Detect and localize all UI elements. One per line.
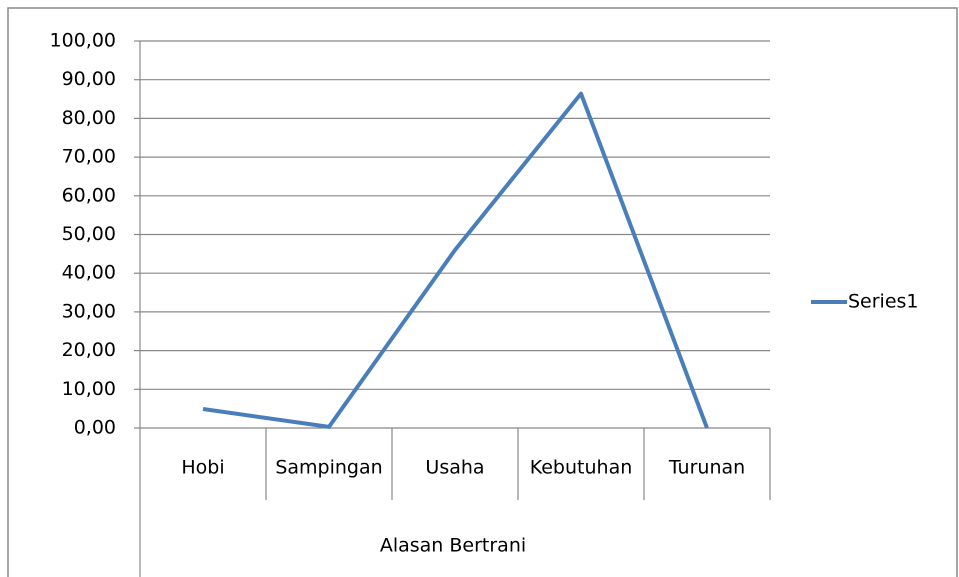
y-tick-label: 40,00 — [62, 262, 116, 284]
x-tick-label: Kebutuhan — [530, 457, 633, 479]
y-tick-label: 0,00 — [74, 417, 116, 439]
y-tick-label: 60,00 — [62, 184, 116, 206]
x-tick-label: Sampingan — [275, 457, 382, 479]
y-tick-label: 50,00 — [62, 223, 116, 245]
series-line — [202, 91, 709, 429]
x-axis-title: Alasan Bertrani — [380, 535, 526, 557]
y-tick-label: 100,00 — [50, 30, 116, 52]
y-tick-label: 70,00 — [62, 146, 116, 168]
chart-border — [7, 7, 958, 577]
y-tick-label: 80,00 — [62, 107, 116, 129]
y-tick-label: 90,00 — [62, 68, 116, 90]
x-tick-label: Turunan — [668, 457, 745, 479]
x-tick-label: Usaha — [425, 457, 484, 479]
y-tick-label: 20,00 — [62, 339, 116, 361]
legend-label: Series1 — [848, 291, 919, 313]
y-tick-label: 10,00 — [62, 378, 116, 400]
x-tick-label: Hobi — [181, 457, 224, 479]
y-tick-label: 30,00 — [62, 300, 116, 322]
